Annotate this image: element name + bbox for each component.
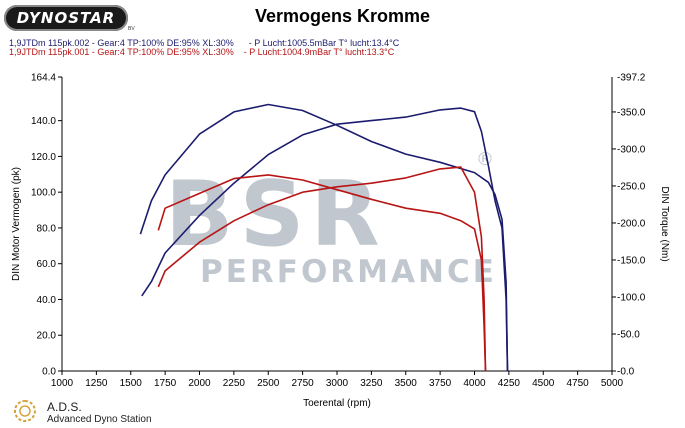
x-tick-label: 3000: [326, 378, 349, 389]
series-line-run1-torque: [139, 103, 509, 372]
tick-labels: 1000 1250 1500 1750 2000 2250 2500 2750 3000 3250…: [11, 73, 670, 410]
x-tick-label: 2500: [257, 378, 280, 389]
y2-tick-label: -100.0: [617, 292, 646, 303]
run-label-2: 1,9JTDm 115pk.001 - Gear:4 TP:100% DE:95…: [9, 47, 395, 57]
x-tick-label: 3750: [429, 378, 452, 389]
logo-text: DYNOSTAR: [16, 9, 116, 27]
x-tick-label: 2750: [292, 378, 315, 389]
x-tick-label: 4000: [463, 378, 486, 389]
series-line-run1-power: [141, 107, 509, 372]
logo-subtext: BV: [128, 26, 135, 32]
y-tick-label: 80.0: [37, 223, 57, 234]
run-label-1: 1,9JTDm 115pk.002 - Gear:4 TP:100% DE:95…: [9, 38, 400, 48]
x-tick-label: 4500: [532, 378, 555, 389]
y2-tick-label: -0.0: [617, 367, 635, 378]
y2-tick-label: -200.0: [617, 218, 646, 229]
y-tick-label: 140.0: [31, 116, 56, 127]
x-tick-label: 5000: [601, 378, 624, 389]
x-tick-label: 1000: [51, 378, 74, 389]
x-tick-label: 3500: [395, 378, 418, 389]
series-line-run2-torque: [157, 174, 487, 372]
ads-logo-icon: [13, 400, 36, 422]
x-tick-label: 4750: [567, 378, 590, 389]
x-tick-label: 2250: [223, 378, 246, 389]
y2-tick-label: -350.0: [617, 107, 646, 118]
x-tick-label: 4250: [498, 378, 521, 389]
y-tick-label: 100.0: [31, 188, 56, 199]
x-axis-label: Toerental (rpm): [303, 398, 371, 409]
y-tick-label: 20.0: [37, 331, 57, 342]
x-tick-label: 1500: [120, 378, 143, 389]
x-tick-label: 3250: [360, 378, 383, 389]
dynostar-logo: DYNOSTAR: [4, 5, 128, 31]
ads-subtitle: Advanced Dyno Station: [47, 414, 152, 425]
y2-tick-label: -150.0: [617, 255, 646, 266]
y-tick-label: 120.0: [31, 152, 56, 163]
y-tick-label: 60.0: [37, 259, 57, 270]
ads-title: A.D.S.: [47, 400, 82, 414]
x-tick-label: 1250: [85, 378, 108, 389]
watermark-small: PERFORMANCE: [200, 254, 497, 290]
axes: [58, 76, 616, 375]
y2-max-label: -397.2: [617, 73, 646, 84]
x-tick-label: 1750: [154, 378, 177, 389]
series-lines: [139, 103, 509, 372]
watermark-reg: ®: [476, 149, 494, 170]
bsr-watermark: BSR ® PERFORMANCE: [165, 149, 497, 290]
y-max-label: 164.4: [31, 73, 56, 84]
y-axis-label: DIN Motor Vermogen (pk): [11, 167, 22, 281]
y-tick-label: 40.0: [37, 295, 57, 306]
y2-axis-label: DIN Torque (Nm): [659, 186, 670, 261]
watermark-big: BSR: [165, 162, 386, 267]
y2-tick-label: -250.0: [617, 181, 646, 192]
chart-title: Vermogens Kromme: [254, 6, 431, 26]
series-line-run2-power: [157, 166, 487, 372]
y2-tick-label: -300.0: [617, 144, 646, 155]
y2-tick-label: -50.0: [617, 329, 640, 340]
y-tick-label: 0.0: [42, 367, 56, 378]
x-tick-label: 2000: [188, 378, 211, 389]
